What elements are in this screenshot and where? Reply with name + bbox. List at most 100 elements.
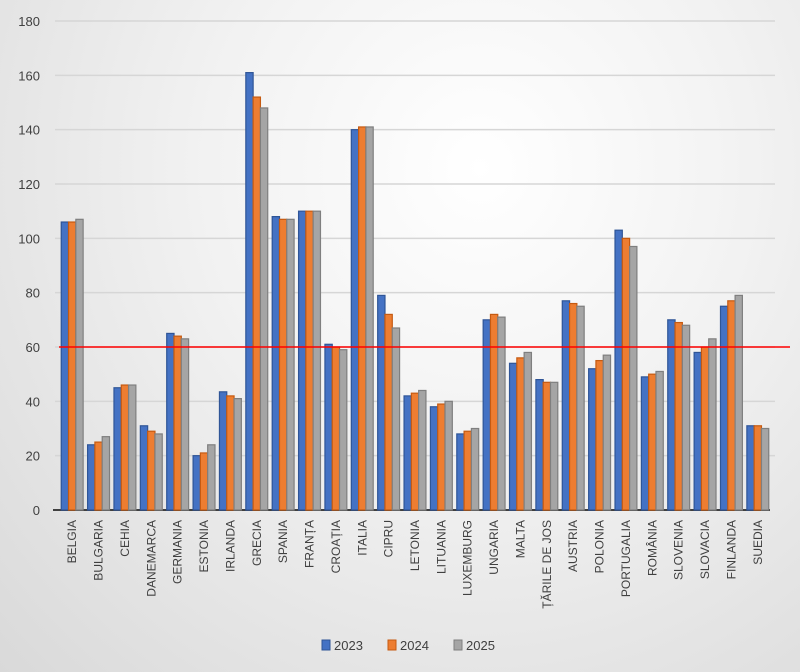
x-tick-label: AUSTRIA xyxy=(566,520,580,572)
bar-2023 xyxy=(640,376,650,511)
bar-2024 xyxy=(700,346,710,511)
bar-2025 xyxy=(365,126,374,511)
x-tick-label: BELGIA xyxy=(65,520,79,563)
bar-2025 xyxy=(418,389,427,511)
bar-2023 xyxy=(429,406,439,511)
bar-2023 xyxy=(350,129,360,511)
bar-2023 xyxy=(245,72,254,511)
x-tick-label: BULGARIA xyxy=(92,520,106,581)
bar-2025 xyxy=(734,294,743,511)
x-tick-label: CIPRU xyxy=(382,520,396,557)
legend-swatch-2025 xyxy=(453,639,463,651)
x-tick-label: GERMANIA xyxy=(171,520,185,584)
y-axis-ticks: 0 20 40 60 80 100 120 140 160 180 xyxy=(18,14,40,518)
bar-2023 xyxy=(377,294,386,511)
x-tick-label: PORTUGALIA xyxy=(619,520,633,597)
bar-2023 xyxy=(113,387,122,511)
bar-2024 xyxy=(147,430,156,511)
bar-2025 xyxy=(523,351,533,511)
bar-2024 xyxy=(621,237,631,511)
x-tick-label: ȚĂRILE DE JOS xyxy=(539,520,554,609)
bar-2023 xyxy=(87,444,96,511)
x-tick-label: LUXEMBURG xyxy=(461,520,475,596)
bar-2025 xyxy=(708,338,717,511)
bar-2025 xyxy=(576,305,585,511)
bar-2023 xyxy=(719,305,729,511)
y-tick-label: 0 xyxy=(33,503,40,518)
bar-2024 xyxy=(674,321,683,511)
bar-2024 xyxy=(542,381,552,511)
bar-2023 xyxy=(297,210,307,511)
bar-2024 xyxy=(753,425,763,511)
bar-2025 xyxy=(497,316,506,511)
bar-2023 xyxy=(139,425,149,511)
x-tick-label: CROAȚIA xyxy=(329,520,343,573)
bar-2025 xyxy=(259,107,269,511)
legend-label: 2024 xyxy=(400,638,429,653)
bar-2023 xyxy=(614,229,623,511)
bar-2024 xyxy=(199,452,209,511)
y-tick-label: 180 xyxy=(18,14,40,29)
bar-2024 xyxy=(727,300,736,511)
legend: 2023 2024 2025 xyxy=(321,638,495,653)
x-tick-label: ESTONIA xyxy=(197,520,211,572)
bar-2023 xyxy=(693,351,703,511)
bar-2024 xyxy=(67,221,77,511)
bar-2023 xyxy=(482,319,492,511)
bar-2024 xyxy=(463,430,472,511)
bar-2024 xyxy=(331,346,341,511)
x-tick-label: GRECIA xyxy=(250,520,264,566)
bar-2024 xyxy=(568,302,578,511)
bar-2023 xyxy=(667,319,676,511)
bar-2024 xyxy=(278,218,288,511)
bar-2025 xyxy=(681,324,691,511)
x-tick-label: SLOVACIA xyxy=(698,520,712,579)
x-tick-label: DANEMARCA xyxy=(144,520,158,597)
x-tick-label: MALTA xyxy=(513,520,527,558)
bar-2024 xyxy=(648,373,657,511)
bar-2024 xyxy=(305,210,314,511)
bar-2025 xyxy=(127,384,137,511)
bar-2024 xyxy=(516,357,525,511)
x-tick-label: SLOVENIA xyxy=(672,520,686,580)
x-tick-label: UNGARIA xyxy=(487,520,501,575)
bar-2024 xyxy=(358,126,367,511)
bar-2025 xyxy=(760,427,770,511)
x-tick-label: FRANȚA xyxy=(303,520,317,568)
bar-2023 xyxy=(166,332,175,511)
bar-2024 xyxy=(489,313,499,511)
bar-2023 xyxy=(746,425,755,511)
bar-2025 xyxy=(655,370,664,511)
bar-2023 xyxy=(218,391,228,511)
bar-2025 xyxy=(154,433,163,511)
bar-2023 xyxy=(271,216,281,511)
x-tick-label: POLONIA xyxy=(593,520,607,573)
y-tick-label: 20 xyxy=(26,449,40,464)
bar-2025 xyxy=(286,218,295,511)
bar-2024 xyxy=(120,384,130,511)
bar-2025 xyxy=(101,436,111,511)
x-tick-label: SUEDIA xyxy=(751,520,765,565)
bar-2025 xyxy=(207,444,216,511)
bar-2025 xyxy=(312,210,322,511)
legend-swatch-2024 xyxy=(387,639,397,651)
bar-2024 xyxy=(410,392,420,511)
bar-2024 xyxy=(437,403,446,511)
x-tick-label: FINLANDA xyxy=(724,520,738,579)
bar-2025 xyxy=(180,338,190,511)
legend-label: 2023 xyxy=(334,638,363,653)
bar-2024 xyxy=(252,96,262,511)
bar-2025 xyxy=(233,398,242,511)
legend-label: 2025 xyxy=(466,638,495,653)
bar-2023 xyxy=(535,379,544,511)
bar-2024 xyxy=(173,335,182,511)
bar-2025 xyxy=(549,381,559,511)
y-tick-label: 160 xyxy=(18,68,40,83)
bar-2023 xyxy=(456,433,465,511)
bar-2023 xyxy=(60,221,70,511)
x-tick-label: CEHIA xyxy=(118,520,132,557)
bar-2024 xyxy=(384,313,393,511)
bar-2025 xyxy=(338,349,348,511)
x-tick-label: IRLANDA xyxy=(223,520,237,572)
